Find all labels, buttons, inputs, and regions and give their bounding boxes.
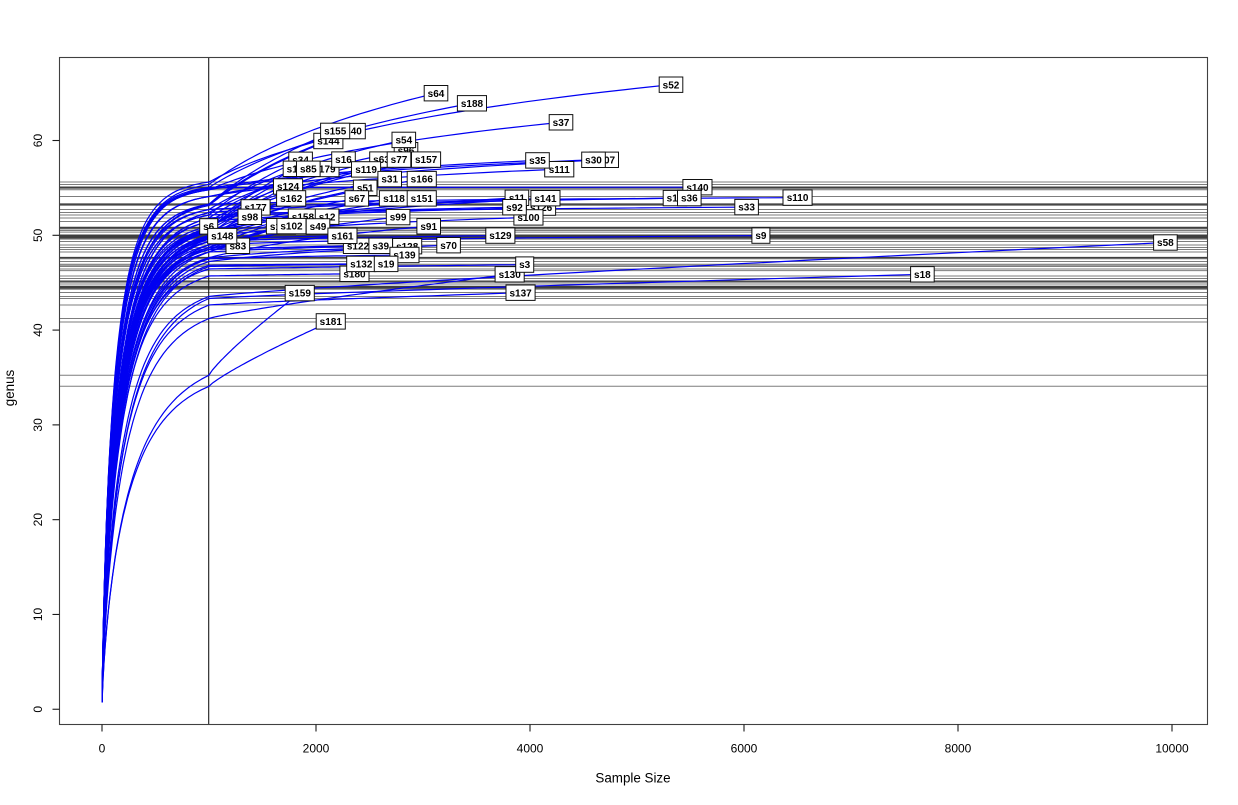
svg-text:s180: s180 <box>343 269 366 280</box>
svg-text:10: 10 <box>31 607 45 621</box>
svg-text:2000: 2000 <box>303 742 330 756</box>
svg-text:Sample Size: Sample Size <box>595 771 670 786</box>
svg-text:s98: s98 <box>241 212 258 223</box>
svg-text:s141: s141 <box>534 194 557 205</box>
svg-text:s122: s122 <box>347 241 370 252</box>
svg-text:s9: s9 <box>755 231 767 242</box>
svg-text:s52: s52 <box>663 80 680 91</box>
svg-text:s58: s58 <box>1157 238 1174 249</box>
svg-text:s3: s3 <box>519 260 531 271</box>
svg-text:s102: s102 <box>280 222 303 233</box>
svg-text:s83: s83 <box>229 241 246 252</box>
svg-text:s18: s18 <box>914 270 931 281</box>
svg-text:10000: 10000 <box>1155 742 1189 756</box>
svg-text:8000: 8000 <box>945 742 972 756</box>
svg-text:4000: 4000 <box>517 742 544 756</box>
svg-text:s126: s126 <box>530 203 553 214</box>
svg-text:s161: s161 <box>331 231 354 242</box>
svg-text:s77: s77 <box>391 155 408 166</box>
svg-text:s16: s16 <box>335 155 352 166</box>
svg-text:s144: s144 <box>317 137 340 148</box>
svg-text:s33: s33 <box>738 203 755 214</box>
svg-text:s85: s85 <box>300 164 317 175</box>
svg-text:s99: s99 <box>390 213 407 224</box>
svg-text:s36: s36 <box>681 194 698 205</box>
svg-text:s15: s15 <box>287 164 304 175</box>
svg-text:s39: s39 <box>372 241 389 252</box>
svg-text:s30: s30 <box>585 155 602 166</box>
svg-text:s137: s137 <box>509 288 532 299</box>
svg-text:s148: s148 <box>211 232 234 243</box>
svg-text:s35: s35 <box>529 156 546 167</box>
svg-text:s166: s166 <box>411 175 434 186</box>
svg-text:s19: s19 <box>378 260 395 271</box>
svg-text:genus: genus <box>2 369 17 406</box>
svg-text:s111: s111 <box>549 165 571 176</box>
svg-text:s179: s179 <box>313 165 336 176</box>
svg-text:s162: s162 <box>280 194 303 205</box>
svg-text:s140: s140 <box>686 183 709 194</box>
svg-text:s37: s37 <box>553 118 570 129</box>
svg-text:s110: s110 <box>787 193 809 204</box>
svg-text:s181: s181 <box>320 317 343 328</box>
svg-text:40: 40 <box>31 323 45 337</box>
svg-text:s129: s129 <box>489 231 512 242</box>
svg-text:s64: s64 <box>428 89 445 100</box>
svg-text:0: 0 <box>31 706 45 713</box>
svg-text:s159: s159 <box>289 289 312 300</box>
svg-text:s10: s10 <box>667 194 684 205</box>
svg-text:s139: s139 <box>393 251 416 262</box>
svg-text:s188: s188 <box>461 99 484 110</box>
svg-text:s157: s157 <box>415 155 438 166</box>
svg-text:s158: s158 <box>292 212 315 223</box>
svg-text:s54: s54 <box>395 136 412 147</box>
svg-text:s132: s132 <box>350 260 373 271</box>
svg-text:s100: s100 <box>517 213 540 224</box>
svg-text:s11: s11 <box>509 193 526 204</box>
svg-text:s155: s155 <box>324 127 347 138</box>
svg-text:s130: s130 <box>499 270 522 281</box>
svg-text:s40: s40 <box>345 127 362 138</box>
svg-text:s67: s67 <box>348 194 365 205</box>
svg-text:s96: s96 <box>398 146 415 157</box>
svg-text:s6: s6 <box>203 222 215 233</box>
svg-text:20: 20 <box>31 513 45 527</box>
svg-text:60: 60 <box>31 134 45 148</box>
svg-text:s70: s70 <box>440 241 457 252</box>
svg-text:s124: s124 <box>277 182 300 193</box>
svg-text:s91: s91 <box>420 222 437 233</box>
svg-text:50: 50 <box>31 228 45 242</box>
svg-text:30: 30 <box>31 418 45 432</box>
svg-text:s177: s177 <box>244 203 267 214</box>
svg-text:s118: s118 <box>383 194 405 205</box>
svg-text:s119: s119 <box>355 165 377 176</box>
svg-text:s51: s51 <box>357 183 374 194</box>
svg-text:s49: s49 <box>310 222 327 233</box>
svg-text:s31: s31 <box>381 175 398 186</box>
svg-text:0: 0 <box>99 742 106 756</box>
svg-text:s151: s151 <box>411 194 434 205</box>
svg-text:s12: s12 <box>319 212 336 223</box>
svg-text:s63: s63 <box>373 155 390 166</box>
svg-text:s92: s92 <box>506 203 523 214</box>
svg-text:6000: 6000 <box>731 742 758 756</box>
